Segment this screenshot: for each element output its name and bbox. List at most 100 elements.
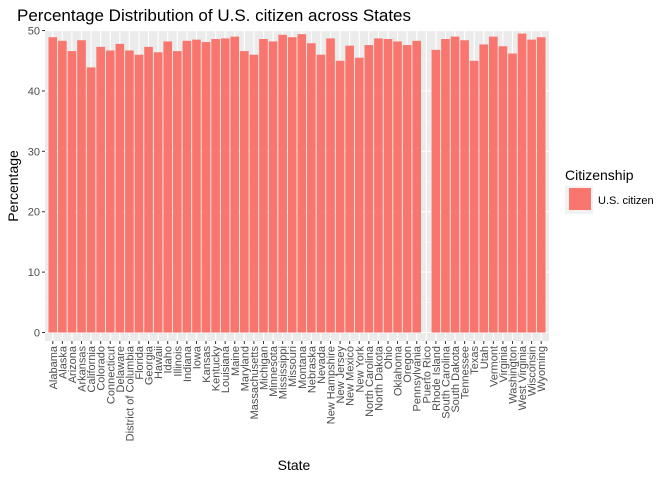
x-tick-label: South Dakota [450, 345, 462, 413]
bar [335, 60, 345, 333]
bar [374, 38, 383, 333]
x-tick-label: Wisconsin [527, 346, 539, 396]
bar [134, 54, 144, 333]
x-tick-label: Kentucky [211, 346, 223, 392]
bar [278, 34, 287, 333]
x-tick-label: Hawaii [153, 346, 165, 379]
y-tick-label: 20 [28, 207, 40, 219]
x-tick-label: Virginia [498, 345, 510, 382]
x-tick-label: District of Columbia [124, 345, 136, 441]
bar [220, 38, 230, 333]
x-tick-label: Iowa [191, 345, 203, 369]
bar [479, 44, 489, 333]
bars [48, 33, 546, 333]
bar [115, 43, 125, 333]
x-tick-label: Rhode Island [431, 346, 443, 411]
x-tick-label: Arkansas [77, 346, 89, 392]
x-tick-label: Mississippi [278, 346, 290, 399]
bar [383, 39, 393, 333]
bar [441, 39, 450, 333]
bar [364, 45, 374, 333]
x-tick-label: New Hampshire [326, 346, 338, 424]
legend-title: Citizenship [565, 167, 634, 183]
bar [77, 40, 86, 333]
bar [48, 37, 58, 333]
x-tick-label: Illinois [172, 346, 184, 377]
bar [201, 42, 211, 333]
bar [125, 50, 134, 333]
y-tick-label: 40 [28, 86, 40, 98]
bar [460, 40, 469, 333]
x-tick-label: Texas [469, 346, 481, 375]
bar [287, 37, 297, 333]
x-tick-label: New Mexico [345, 346, 357, 406]
x-axis: AlabamaAlaskaArizonaArkansasCaliforniaCo… [48, 341, 548, 441]
x-tick-label: Idaho [163, 346, 175, 374]
x-tick-label: Alabama [48, 345, 60, 389]
x-tick-label: Nevada [316, 345, 328, 384]
x-tick-label: New Jersey [335, 346, 347, 404]
x-tick-label: Wyoming [536, 346, 548, 392]
x-tick-label: Tennessee [460, 346, 472, 399]
x-tick-label: Maine [230, 346, 242, 376]
bar [297, 34, 307, 333]
legend-label: U.S. citizen [598, 195, 654, 207]
bar [259, 39, 268, 333]
bar [230, 36, 240, 333]
bar [105, 50, 115, 333]
bar [527, 39, 536, 333]
bar [163, 41, 173, 333]
y-tick-label: 0 [34, 328, 40, 340]
x-tick-label: Ohio [383, 346, 395, 369]
bar [316, 54, 326, 333]
y-axis-title: Percentage [5, 150, 21, 222]
x-tick-label: California [86, 345, 98, 392]
y-tick-label: 30 [28, 146, 40, 158]
bar [498, 46, 508, 333]
bar [508, 53, 517, 333]
bar [402, 45, 412, 333]
x-tick-label: Missouri [287, 346, 299, 387]
x-tick-label: Alaska [57, 345, 69, 379]
bar [144, 46, 153, 333]
bar [182, 40, 192, 333]
bar [96, 46, 105, 333]
bar [58, 40, 67, 333]
y-tick-label: 10 [28, 267, 40, 279]
x-tick-label: Massachusetts [249, 346, 261, 420]
x-tick-label: Delaware [115, 346, 127, 392]
x-tick-label: New York [354, 346, 366, 393]
bar [268, 41, 278, 333]
bar [431, 49, 441, 333]
bar [240, 51, 249, 333]
bar [153, 52, 163, 333]
x-tick-label: Utah [479, 346, 491, 369]
x-tick-label: Kansas [201, 346, 213, 383]
bar [469, 60, 479, 333]
x-tick-label: Washington [507, 346, 519, 404]
x-tick-label: Oklahoma [393, 345, 405, 396]
legend: Citizenship U.S. citizen [565, 167, 654, 214]
bar [354, 57, 364, 333]
x-tick-label: Georgia [144, 345, 156, 385]
bar [211, 39, 220, 333]
bar [412, 40, 422, 333]
x-tick-label: West Virginia [517, 345, 529, 410]
x-tick-label: Oregon [402, 346, 414, 383]
x-axis-title: State [278, 457, 311, 473]
bar [489, 36, 498, 333]
x-tick-label: Michigan [258, 346, 270, 390]
chart-title: Percentage Distribution of U.S. citizen … [17, 6, 411, 25]
bar [393, 41, 402, 333]
x-tick-label: Vermont [488, 346, 500, 387]
bar [307, 43, 316, 333]
x-tick-label: Arizona [67, 345, 79, 383]
x-tick-label: Indiana [182, 345, 194, 382]
x-tick-label: Colorado [96, 346, 108, 391]
legend-swatch [569, 188, 591, 210]
bar [536, 37, 546, 333]
bar [172, 51, 182, 333]
bar [67, 51, 77, 333]
bar [86, 67, 96, 333]
